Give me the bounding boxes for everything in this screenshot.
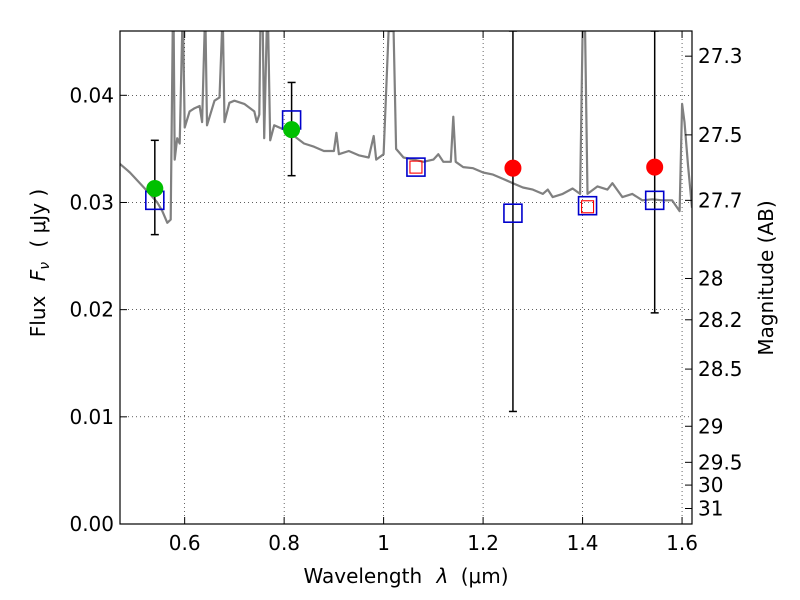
y2-tick-label: 29.5 [698, 450, 743, 474]
model-spectrum [120, 31, 692, 224]
y2-tick-label: 28.5 [698, 357, 743, 381]
y-tick-label: 0.00 [69, 512, 114, 536]
model-flux-square [644, 190, 665, 211]
y-axis-label-prefix: Flux [26, 295, 50, 337]
y-axis-label-subscript: ν [37, 262, 53, 270]
x-axis-label-symbol: λ [436, 564, 449, 588]
red-data-point [504, 159, 522, 177]
y-axis-label-symbol: F [26, 269, 50, 281]
x-tick-label: 0.6 [169, 531, 201, 555]
data-markers [145, 110, 665, 223]
y2-tick-label: 31 [698, 497, 723, 521]
y-tick-label: 0.02 [69, 298, 114, 322]
model-flux-square [406, 157, 426, 177]
red-data-point [646, 158, 664, 176]
x-tick-label: 1 [377, 531, 390, 555]
y2-tick-label: 27.7 [698, 188, 743, 212]
x-axis-label: Wavelength λ (μm) [303, 564, 508, 588]
y2-tick-label: 27.3 [698, 44, 743, 68]
x-tick-label: 1.6 [666, 531, 698, 555]
green-data-point [283, 121, 301, 139]
y2-tick-label: 30 [698, 473, 723, 497]
red-square-marker [580, 200, 595, 214]
x-axis-label-unit: (μm) [461, 564, 509, 588]
plot-background [120, 31, 692, 524]
y-axis-label-unit: ( μJy ) [26, 189, 50, 248]
plot-frame [119, 30, 693, 525]
model-flux-square [503, 203, 523, 223]
x-tick-label: 1.2 [467, 531, 499, 555]
y-axis-ticks: 0.00 0.01 0.02 0.03 0.04 [69, 83, 127, 536]
x-axis-label-prefix: Wavelength [303, 564, 422, 588]
x-tick-label: 1.4 [567, 531, 599, 555]
model-spectrum-line [120, 31, 692, 224]
x-tick-label: 0.8 [268, 531, 300, 555]
y-tick-label: 0.03 [69, 190, 114, 214]
y2-tick-label: 27.5 [698, 123, 743, 147]
y-tick-label: 0.01 [69, 405, 114, 429]
y2-axis-label: Magnitude (AB) [754, 200, 778, 355]
y2-tick-label: 28.2 [698, 308, 743, 332]
y-tick-label: 0.04 [69, 83, 114, 107]
model-flux-square [577, 195, 598, 216]
x-axis-ticks: 0.6 0.8 1 1.2 1.4 1.6 [169, 31, 698, 555]
y-axis-label: Flux Fν ( μJy ) [26, 189, 54, 337]
green-data-point [146, 180, 164, 198]
red-square-marker [409, 160, 423, 174]
y2-tick-label: 28 [698, 266, 723, 290]
y2-tick-label: 29 [698, 414, 723, 438]
